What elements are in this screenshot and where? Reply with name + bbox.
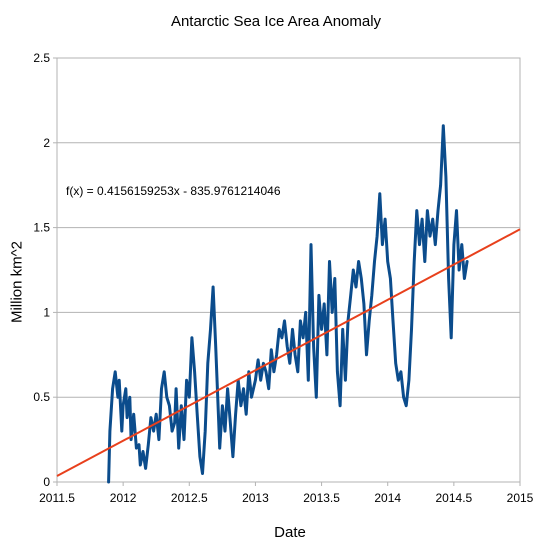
x-tick-label: 2015 — [507, 491, 534, 505]
y-tick-label: 2.5 — [33, 51, 50, 65]
x-axis-label: Date — [274, 524, 306, 541]
x-tick-label: 2014.5 — [436, 491, 473, 505]
x-tick-label: 2012.5 — [171, 491, 208, 505]
x-tick-label: 2013.5 — [303, 491, 340, 505]
x-tick-label: 2014 — [374, 491, 401, 505]
plot-frame — [56, 57, 521, 483]
x-tick-label: 2012 — [110, 491, 137, 505]
chart-title: Antarctic Sea Ice Area Anomaly — [170, 13, 382, 30]
x-tick-label: 2011.5 — [39, 491, 75, 505]
series-line — [107, 124, 469, 484]
trendline — [56, 228, 521, 477]
y-tick-label: 2 — [43, 136, 50, 150]
axes — [53, 57, 521, 486]
y-tick-label: 1.5 — [33, 221, 50, 235]
tick-labels: 0 0.5 1 1.5 2 2.5 2011.5 2012 2012.5 2013 2013.5 20… — [33, 51, 533, 505]
trendline-equation: f(x) = 0.4156159253x - 835.9761214046 — [66, 184, 281, 198]
x-tick-label: 2013 — [242, 491, 269, 505]
plot-area — [56, 124, 521, 484]
y-tick-label: 0.5 — [33, 390, 50, 404]
y-tick-label: 1 — [43, 305, 50, 319]
y-tick-label: 0 — [43, 475, 50, 489]
